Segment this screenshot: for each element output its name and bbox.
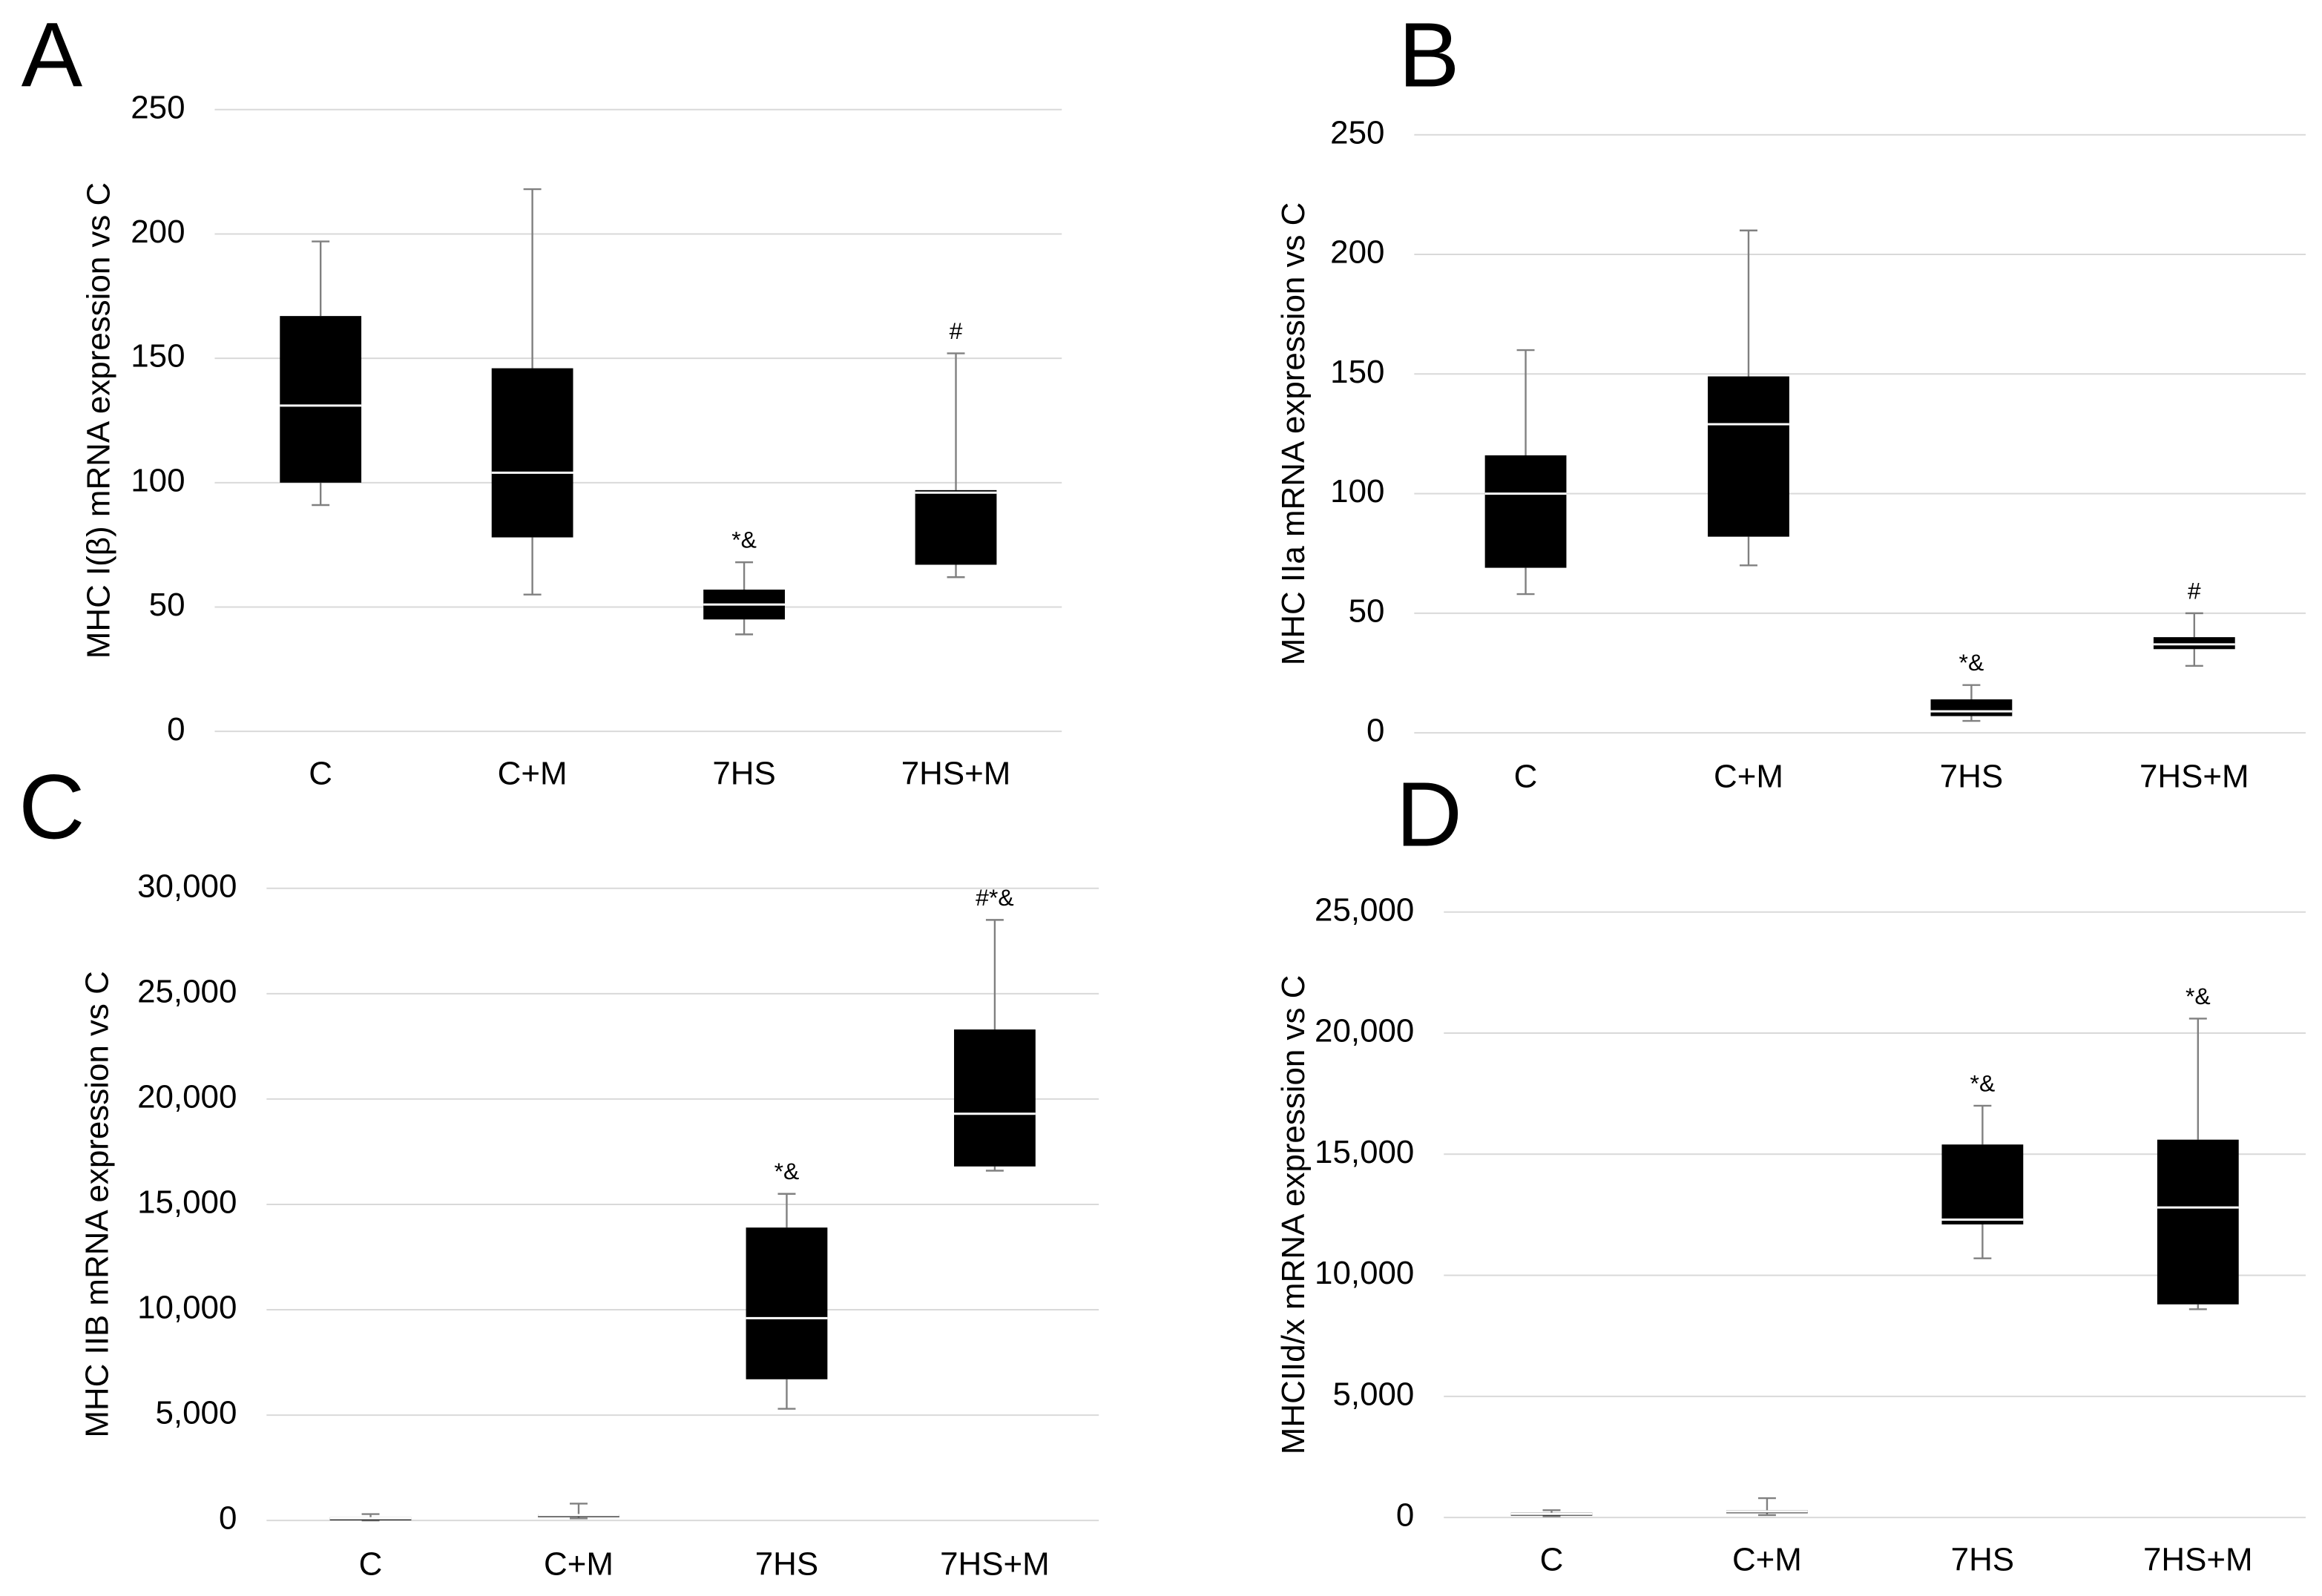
y-tick-label: 0 [219, 1500, 237, 1537]
y-axis-label: MHC I(β) mRNA expression vs C [80, 182, 116, 659]
y-tick-label: 200 [131, 214, 185, 250]
box [280, 316, 362, 483]
x-tick-label: C+M [1714, 759, 1783, 795]
y-tick-label: 15,000 [1315, 1134, 1414, 1170]
x-tick-label: 7HS+M [2143, 1542, 2253, 1578]
box [915, 489, 997, 565]
y-tick-label: 0 [1396, 1497, 1414, 1534]
y-tick-label: 50 [149, 587, 185, 623]
x-tick-label: C [309, 756, 332, 792]
y-tick-label: 100 [1330, 473, 1384, 510]
y-tick-label: 0 [1366, 713, 1384, 749]
box [1484, 455, 1567, 568]
panel-label: C [19, 756, 85, 859]
box [2153, 637, 2235, 650]
box [746, 1227, 828, 1379]
y-tick-label: 50 [1349, 593, 1385, 629]
x-tick-label: 7HS+M [940, 1546, 1050, 1583]
x-tick-label: 7HS [1940, 759, 2003, 795]
x-tick-label: 7HS [755, 1546, 818, 1583]
y-axis-label: MHC IIB mRNA expression vs C [79, 971, 115, 1437]
annotation: #*& [976, 884, 1013, 911]
x-tick-label: C+M [498, 756, 568, 792]
panel-label: A [22, 4, 83, 107]
y-tick-label: 200 [1330, 234, 1384, 271]
y-tick-label: 250 [131, 89, 185, 125]
annotation: *& [1959, 649, 1984, 676]
x-tick-label: C [1514, 759, 1538, 795]
x-tick-label: 7HS [712, 756, 775, 792]
box [491, 368, 573, 538]
y-tick-label: 150 [131, 338, 185, 375]
panel-label: B [1398, 4, 1460, 107]
x-tick-label: C+M [544, 1546, 614, 1583]
y-tick-label: 10,000 [1315, 1255, 1414, 1291]
y-tick-label: 0 [167, 711, 185, 748]
x-tick-label: 7HS+M [2140, 759, 2249, 795]
x-tick-label: 7HS [1951, 1542, 2014, 1578]
y-tick-label: 150 [1330, 354, 1384, 390]
y-tick-label: 250 [1330, 114, 1384, 151]
y-tick-label: 100 [131, 462, 185, 498]
annotation: # [950, 317, 963, 344]
y-tick-label: 25,000 [137, 973, 237, 1009]
y-tick-label: 20,000 [137, 1078, 237, 1115]
box [1941, 1144, 2024, 1224]
y-tick-label: 5,000 [1332, 1376, 1414, 1412]
y-tick-label: 30,000 [137, 868, 237, 904]
y-tick-label: 25,000 [1315, 891, 1414, 928]
y-tick-label: 15,000 [137, 1184, 237, 1221]
annotation: # [2188, 577, 2201, 604]
y-tick-label: 10,000 [137, 1290, 237, 1326]
y-tick-label: 5,000 [156, 1395, 237, 1431]
annotation: *& [2185, 983, 2211, 1009]
box [1708, 376, 1789, 537]
box [954, 1029, 1036, 1167]
x-tick-label: C [1540, 1542, 1564, 1578]
box [2157, 1139, 2239, 1305]
y-tick-label: 20,000 [1315, 1013, 1414, 1049]
y-axis-label: MHCIId/x mRNA expression vs C [1275, 975, 1312, 1455]
panel-label: D [1396, 764, 1462, 866]
annotation: *& [1970, 1069, 1996, 1096]
x-tick-label: C [359, 1546, 383, 1583]
x-tick-label: 7HS+M [901, 756, 1011, 792]
annotation: *& [731, 527, 757, 553]
x-tick-label: C+M [1732, 1542, 1802, 1578]
y-axis-label: MHC IIa mRNA expression vs C [1275, 202, 1312, 666]
box [1930, 699, 2013, 716]
annotation: *& [774, 1158, 800, 1184]
